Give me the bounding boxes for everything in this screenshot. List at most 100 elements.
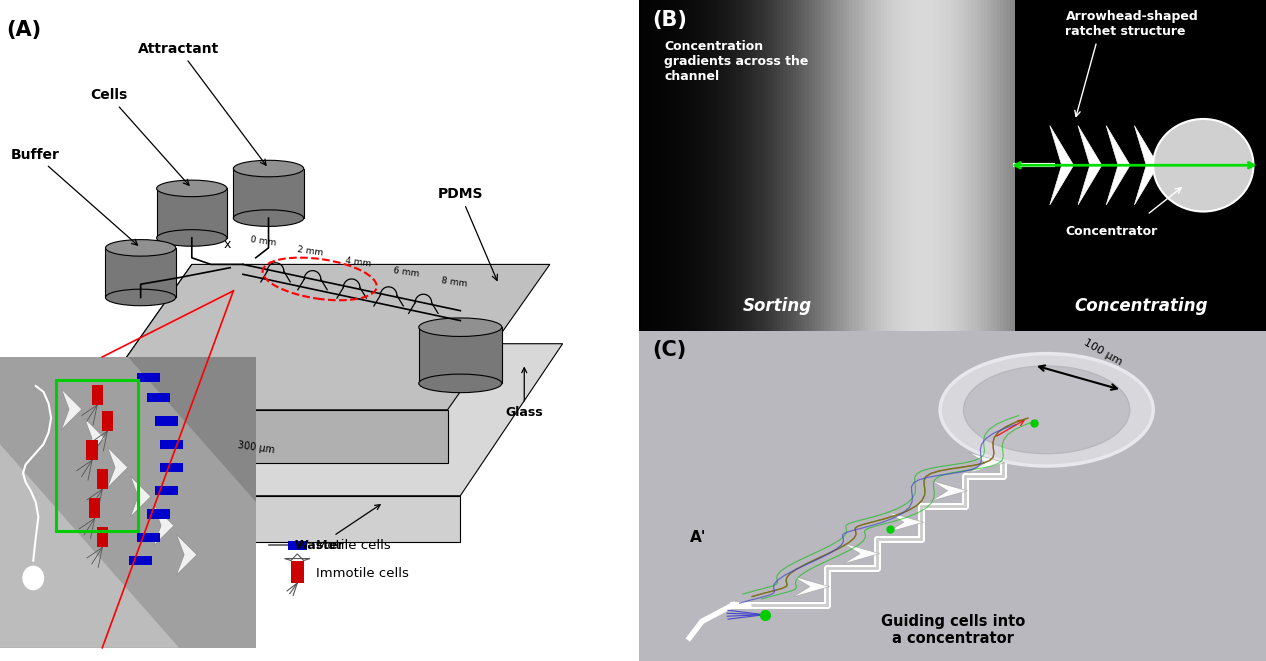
Bar — [994, 0, 996, 330]
Bar — [1022, 0, 1024, 330]
Bar — [865, 0, 868, 330]
Bar — [1191, 0, 1194, 330]
Bar — [1031, 0, 1034, 330]
Text: 300 μm: 300 μm — [237, 440, 275, 455]
Bar — [718, 0, 720, 330]
Bar — [968, 0, 971, 330]
Bar — [852, 0, 856, 330]
Bar — [877, 0, 881, 330]
Bar — [941, 0, 943, 330]
Bar — [658, 0, 661, 330]
Text: Concentrator: Concentrator — [1066, 225, 1157, 238]
Bar — [1115, 0, 1119, 330]
Bar — [1132, 0, 1134, 330]
Text: A': A' — [690, 530, 706, 545]
Ellipse shape — [419, 318, 501, 336]
Text: 100 μm: 100 μm — [1082, 337, 1124, 368]
Bar — [799, 0, 803, 330]
Polygon shape — [90, 264, 192, 463]
Bar — [984, 0, 987, 330]
Bar — [756, 0, 758, 330]
Bar — [1056, 0, 1060, 330]
Bar — [1260, 0, 1263, 330]
Bar — [705, 0, 708, 330]
Bar — [1134, 0, 1138, 330]
Bar — [934, 0, 937, 330]
Bar — [1106, 0, 1109, 330]
Bar — [291, 561, 304, 583]
Bar — [1232, 0, 1234, 330]
Ellipse shape — [105, 290, 176, 305]
Bar — [1257, 0, 1260, 330]
Polygon shape — [63, 344, 562, 496]
Bar — [952, 0, 956, 330]
Bar — [1225, 0, 1228, 330]
Bar — [975, 0, 977, 330]
Bar — [893, 0, 896, 330]
Bar — [739, 0, 743, 330]
Bar — [1072, 0, 1075, 330]
Bar — [1128, 0, 1132, 330]
Bar — [1172, 0, 1175, 330]
Bar — [727, 0, 730, 330]
Bar — [899, 0, 903, 330]
Bar — [646, 0, 648, 330]
Bar — [752, 0, 756, 330]
Bar — [652, 0, 655, 330]
Bar — [1081, 0, 1084, 330]
Bar — [839, 0, 843, 330]
Bar — [1090, 0, 1094, 330]
Bar — [1103, 0, 1106, 330]
Bar — [1060, 0, 1062, 330]
Bar — [987, 0, 990, 330]
Bar — [1247, 0, 1251, 330]
Polygon shape — [793, 576, 829, 597]
Bar — [674, 0, 677, 330]
Bar — [809, 0, 812, 330]
Bar — [655, 0, 658, 330]
Bar — [661, 0, 665, 330]
Polygon shape — [1050, 126, 1074, 205]
Bar — [1122, 0, 1125, 330]
Bar — [1156, 0, 1160, 330]
Bar — [684, 0, 686, 330]
Bar — [1053, 0, 1056, 330]
Bar — [796, 0, 799, 330]
Bar — [977, 0, 981, 330]
Text: Buffer: Buffer — [10, 147, 138, 245]
Polygon shape — [887, 512, 923, 533]
Bar — [777, 0, 780, 330]
Bar — [680, 0, 684, 330]
Bar — [909, 0, 912, 330]
Bar — [767, 0, 771, 330]
Text: Motile cells: Motile cells — [316, 539, 391, 552]
Polygon shape — [843, 543, 880, 564]
Bar — [648, 0, 652, 330]
Bar — [818, 0, 822, 330]
Bar — [1037, 0, 1041, 330]
Bar — [1043, 0, 1047, 330]
Bar — [1150, 0, 1153, 330]
Bar — [690, 0, 693, 330]
Polygon shape — [1134, 126, 1158, 205]
Bar — [701, 0, 705, 330]
Ellipse shape — [157, 180, 227, 197]
Bar — [1009, 0, 1013, 330]
Bar — [815, 0, 818, 330]
Bar — [1203, 0, 1206, 330]
Bar — [812, 0, 815, 330]
Bar — [693, 0, 696, 330]
Polygon shape — [157, 188, 227, 238]
Polygon shape — [1106, 126, 1131, 205]
Bar — [937, 0, 941, 330]
Bar — [1109, 0, 1113, 330]
Bar — [1241, 0, 1244, 330]
Bar — [965, 0, 968, 330]
Bar — [639, 0, 642, 330]
Bar — [805, 0, 809, 330]
Bar — [822, 0, 824, 330]
Bar — [667, 0, 671, 330]
Bar — [884, 0, 887, 330]
Bar — [862, 0, 865, 330]
Bar — [1024, 0, 1028, 330]
